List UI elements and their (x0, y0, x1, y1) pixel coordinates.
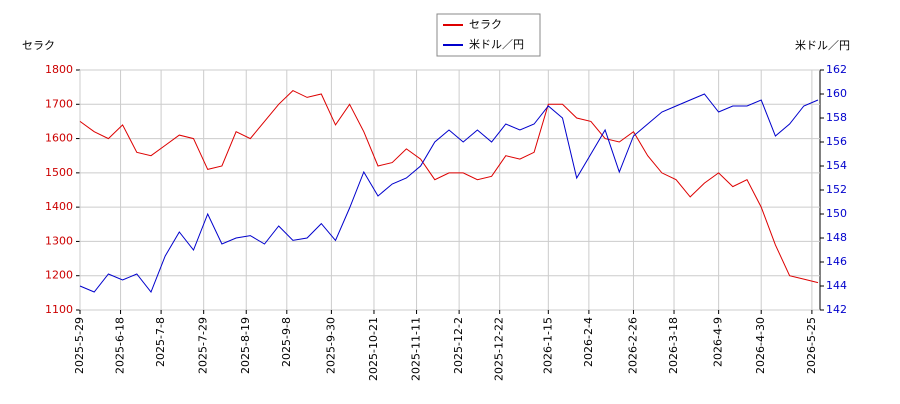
y2-tick-label: 148 (826, 231, 847, 244)
y-tick-label: 1100 (45, 303, 73, 316)
legend-box (436, 13, 541, 57)
x-tick-label: 2025-9-8 (280, 317, 293, 367)
line-series (79, 93, 819, 293)
y2-tick-label: 158 (826, 111, 847, 124)
x-tick-label: 2025-5-29 (73, 317, 86, 374)
y-tick-label: 1400 (45, 200, 73, 213)
y2-tick-label: 152 (826, 183, 847, 196)
y2-tick-label: 142 (826, 303, 847, 316)
x-tick-label: 2026-2-4 (582, 317, 595, 367)
y-tick-label: 1600 (45, 132, 73, 145)
x-tick-label: 2025-11-11 (410, 317, 423, 381)
x-tick-label: 2025-12-2 (452, 317, 465, 374)
y-axis-label: セラク (22, 39, 55, 52)
y2-tick-label: 160 (826, 87, 847, 100)
x-tick-label: 2026-4-9 (712, 317, 725, 367)
line-series (79, 89, 819, 284)
x-tick-label: 2026-1-15 (541, 317, 554, 374)
y2-tick-label: 162 (826, 63, 847, 76)
x-tick-label: 2025-10-21 (367, 317, 380, 381)
x-tick-label: 2025-12-22 (493, 317, 506, 381)
y-tick-label: 1300 (45, 234, 73, 247)
y-tick-label: 1500 (45, 166, 73, 179)
x-tick-label: 2025-6-18 (114, 317, 127, 374)
y-tick-label: 1700 (45, 97, 73, 110)
x-tick-label: 2026-5-25 (805, 317, 818, 374)
x-tick-label: 2026-2-26 (626, 317, 639, 374)
y2-axis-label: 米ドル／円 (795, 39, 850, 52)
y2-tick-label: 144 (826, 279, 847, 292)
x-tick-label: 2025-9-30 (324, 317, 337, 374)
x-tick-label: 2025-8-19 (239, 317, 252, 374)
y2-tick-label: 154 (826, 159, 847, 172)
y-tick-label: 1200 (45, 269, 73, 282)
y2-tick-label: 156 (826, 135, 847, 148)
y2-tick-label: 146 (826, 255, 847, 268)
y2-tick-label: 150 (826, 207, 847, 220)
x-tick-label: 2025-7-29 (197, 317, 210, 374)
legend-label: セラク (469, 18, 502, 31)
x-tick-label: 2025-7-8 (154, 317, 167, 367)
x-tick-label: 2026-3-18 (667, 317, 680, 374)
legend-label: 米ドル／円 (469, 38, 524, 51)
x-tick-label: 2026-4-30 (754, 317, 767, 374)
y-tick-label: 1800 (45, 63, 73, 76)
plot-frame (79, 69, 821, 311)
